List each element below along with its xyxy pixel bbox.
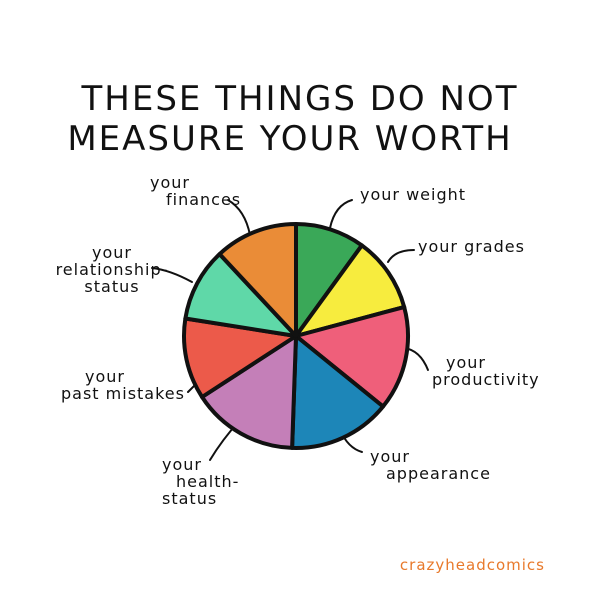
slice-label: your (150, 173, 190, 192)
slice-label: your weight (360, 185, 466, 204)
slice-label: productivity (432, 370, 540, 389)
slice-label: past mistakes (61, 384, 185, 403)
slice-label: your (370, 447, 410, 466)
slice-label: status (162, 489, 217, 508)
leader-line (151, 267, 193, 283)
slice-label: your grades (418, 237, 525, 256)
pie-slice (182, 316, 298, 399)
credit: crazyheadcomics (400, 556, 545, 574)
pie (182, 222, 410, 450)
pie-slice (294, 305, 410, 409)
chart-title: THESE THINGS DO NOT (81, 79, 519, 119)
pie-slice (217, 222, 298, 338)
chart-title: MEASURE YOUR WORTH (67, 119, 512, 159)
leader-line (387, 249, 415, 263)
slice-label: your (92, 243, 132, 262)
slice-label: your (162, 455, 202, 474)
leader-line (227, 199, 251, 236)
pie-slice (200, 334, 298, 450)
pie-slice (290, 334, 386, 450)
slice-label: your (446, 353, 486, 372)
slice-label: your (85, 367, 125, 386)
slice-label: relationship- (56, 260, 169, 279)
leader-line (329, 199, 353, 229)
slice-label: appearance (386, 464, 491, 483)
slice-label: finances (166, 190, 241, 209)
slice-label: health- (176, 472, 239, 491)
slice-label: status (84, 277, 139, 296)
